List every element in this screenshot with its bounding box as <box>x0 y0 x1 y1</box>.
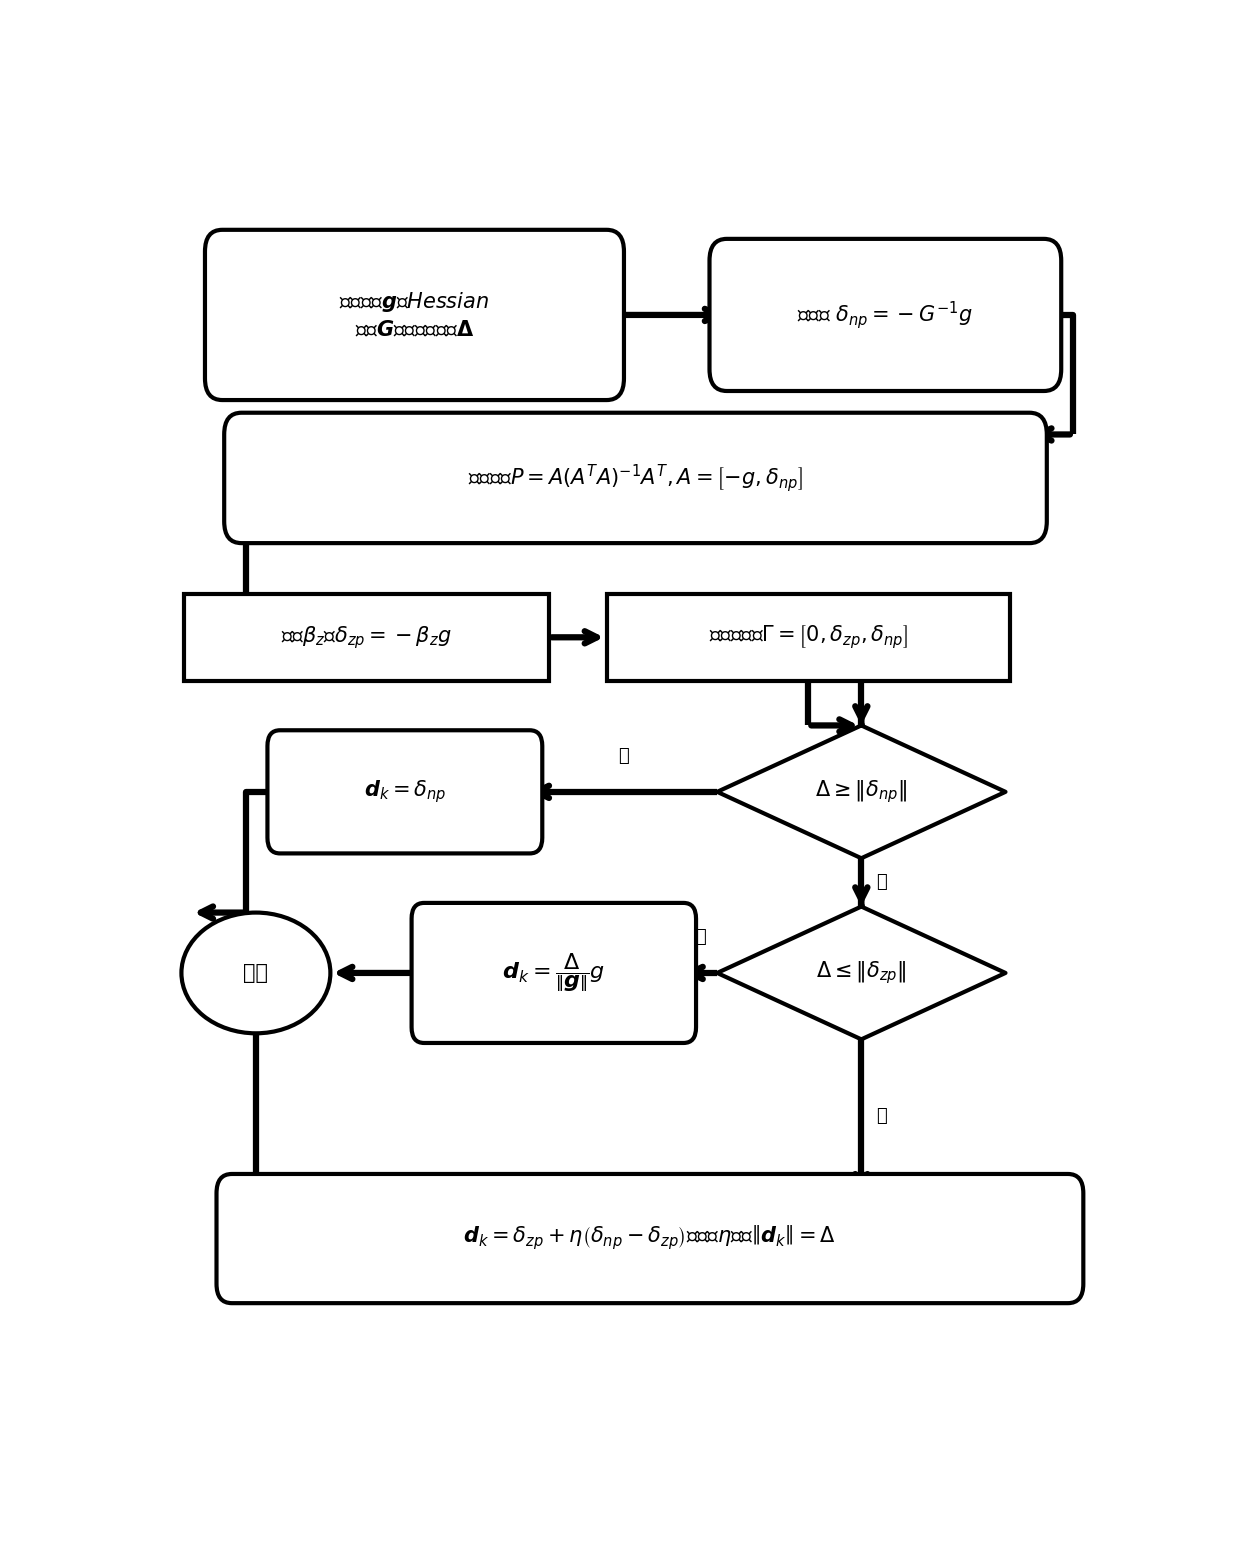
Text: 确定$\beta_z$，$\delta_{zp}=-\beta_z g$: 确定$\beta_z$，$\delta_{zp}=-\beta_z g$ <box>281 624 451 651</box>
Text: 投影矩阵$P=A\left(A^{T}A\right)^{-1}A^{T},A=\left[-g,\delta_{np}\right]$: 投影矩阵$P=A\left(A^{T}A\right)^{-1}A^{T},A=… <box>469 463 802 494</box>
FancyBboxPatch shape <box>205 230 624 400</box>
Text: 否: 否 <box>875 1107 887 1126</box>
Text: $\Delta\leq\left\|\delta_{zp}\right\|$: $\Delta\leq\left\|\delta_{zp}\right\|$ <box>816 960 906 986</box>
Bar <box>606 594 1011 681</box>
Text: 是: 是 <box>618 748 629 765</box>
FancyBboxPatch shape <box>268 731 542 853</box>
Text: 给定梯度$\boldsymbol{g}$，$\mathit{Hessian}$
矩阵$\boldsymbol{G}$，信赖域半径$\boldsymbol{\De: 给定梯度$\boldsymbol{g}$，$\mathit{Hessian}$ … <box>340 290 490 340</box>
Text: $\boldsymbol{d}_k=\dfrac{\Delta}{\left\|\boldsymbol{g}\right\|}g$: $\boldsymbol{d}_k=\dfrac{\Delta}{\left\|… <box>502 952 605 994</box>
Polygon shape <box>717 726 1006 858</box>
FancyBboxPatch shape <box>217 1174 1084 1303</box>
FancyBboxPatch shape <box>709 238 1061 390</box>
Bar <box>184 594 549 681</box>
Polygon shape <box>717 906 1006 1040</box>
Text: $\boldsymbol{d}_k=\delta_{zp}+\eta\left(\delta_{np}-\delta_{zp}\right)$，其中$\eta$: $\boldsymbol{d}_k=\delta_{zp}+\eta\left(… <box>464 1225 836 1253</box>
Ellipse shape <box>181 913 330 1033</box>
Text: 否: 否 <box>875 873 887 891</box>
Text: 牛顿步 $\delta_{np}=-G^{-1}g$: 牛顿步 $\delta_{np}=-G^{-1}g$ <box>797 299 973 331</box>
Text: $\boldsymbol{d}_k=\delta_{np}$: $\boldsymbol{d}_k=\delta_{np}$ <box>363 778 446 806</box>
Text: 切线单折线$\Gamma=\left[0,\delta_{zp},\delta_{np}\right]$: 切线单折线$\Gamma=\left[0,\delta_{zp},\delta_… <box>709 624 908 651</box>
Text: 结束: 结束 <box>243 963 268 983</box>
FancyBboxPatch shape <box>412 903 696 1043</box>
Text: $\Delta\geq\left\|\delta_{np}\right\|$: $\Delta\geq\left\|\delta_{np}\right\|$ <box>815 778 908 806</box>
FancyBboxPatch shape <box>224 412 1047 543</box>
Text: 是: 是 <box>694 928 706 947</box>
